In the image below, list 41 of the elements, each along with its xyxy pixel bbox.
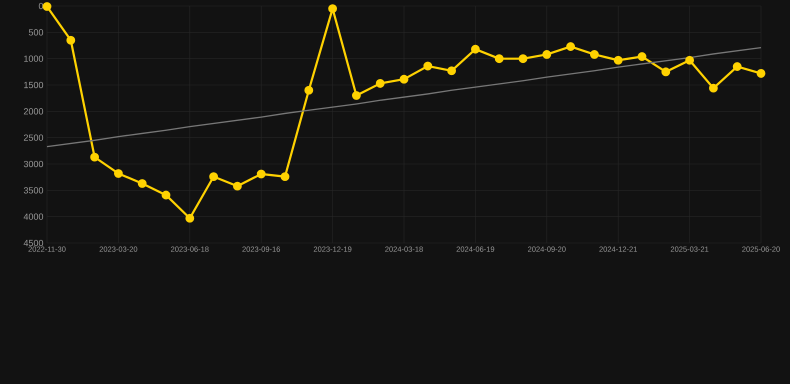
point [280, 172, 290, 182]
point [447, 66, 456, 76]
y-tick-label: 1500 [24, 82, 44, 88]
point [614, 56, 623, 65]
point [185, 214, 194, 223]
point [661, 67, 670, 76]
point [138, 179, 147, 188]
point [304, 86, 314, 95]
point [256, 170, 266, 178]
point [566, 42, 576, 51]
point [233, 182, 242, 191]
point [423, 62, 432, 70]
point [400, 74, 408, 84]
point [518, 54, 528, 64]
point [732, 62, 742, 71]
y-tick-label: 4000 [24, 213, 44, 220]
point [638, 52, 646, 61]
y-tick-label: 4500 [24, 240, 44, 246]
point [590, 50, 599, 59]
point [114, 169, 123, 178]
y-tick-label: 2000 [24, 108, 44, 115]
point [494, 54, 504, 64]
y-tick-label: 0 [38, 2, 44, 10]
y-tick-label: 500 [28, 29, 44, 36]
y-tick-label: 3500 [24, 187, 44, 194]
point [471, 44, 480, 54]
point [42, 2, 52, 11]
point [90, 152, 99, 162]
point [376, 79, 385, 88]
point [352, 91, 361, 100]
point [162, 190, 170, 200]
point [709, 84, 718, 93]
point [328, 4, 337, 14]
point [756, 69, 766, 78]
point [542, 50, 552, 59]
y-tick-label: 1000 [24, 55, 44, 62]
y-tick-label: 2500 [24, 134, 44, 141]
point [685, 56, 694, 65]
y-tick-label: 3000 [24, 160, 44, 168]
point [209, 172, 218, 182]
point [66, 36, 76, 45]
